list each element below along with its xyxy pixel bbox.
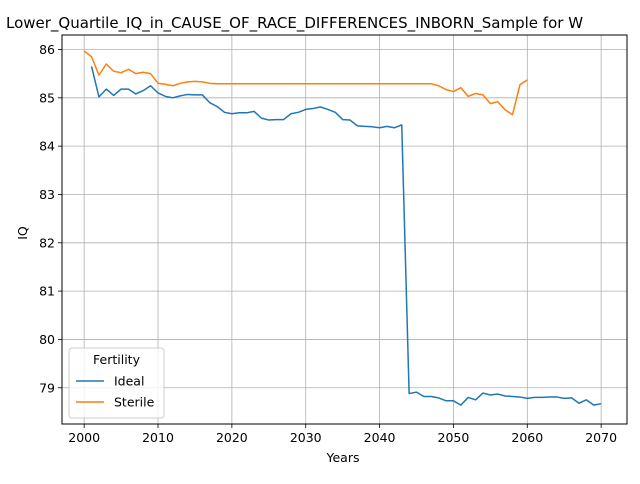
y-tick-label: 84 (39, 139, 55, 154)
legend: Fertility Ideal Sterile (68, 347, 165, 419)
y-tick-label: 81 (39, 284, 55, 299)
series-layer (83, 50, 602, 406)
x-tick-label: 2010 (142, 430, 174, 445)
legend-title: Fertility (93, 352, 141, 367)
x-tick-label: 2040 (364, 430, 396, 445)
axis-ticks: 2000 2010 2020 2030 2040 2050 2060 2070 79 80 81 82… (39, 42, 617, 445)
chart-title: Lower_Quartile_IQ_in_CAUSE_OF_RACE_DIFFE… (6, 14, 583, 33)
y-tick-label: 86 (39, 42, 55, 57)
series-line-ideal (90, 66, 602, 406)
series-line-sterile (83, 50, 528, 116)
x-tick-label: 2050 (438, 430, 470, 445)
plot-frame (61, 34, 628, 425)
y-tick-label: 80 (39, 332, 55, 347)
x-axis-label: Years (326, 450, 360, 465)
x-tick-label: 2020 (216, 430, 248, 445)
x-tick-label: 2060 (511, 430, 543, 445)
x-tick-label: 2000 (68, 430, 100, 445)
y-tick-label: 82 (39, 235, 55, 250)
x-tick-label: 2070 (585, 430, 617, 445)
y-tick-label: 79 (39, 380, 55, 395)
legend-label-ideal: Ideal (114, 374, 144, 389)
x-tick-label: 2030 (290, 430, 322, 445)
y-tick-label: 85 (39, 90, 55, 105)
legend-box (68, 347, 165, 419)
legend-label-sterile: Sterile (114, 395, 155, 410)
y-tick-label: 83 (39, 187, 55, 202)
y-axis-label: IQ (15, 226, 30, 240)
